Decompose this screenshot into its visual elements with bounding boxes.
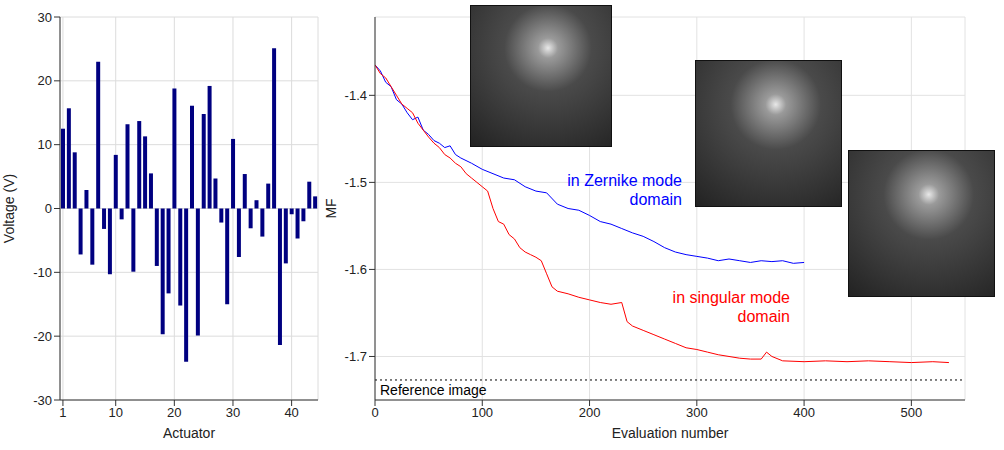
svg-text:100: 100 — [471, 405, 493, 420]
svg-text:0: 0 — [371, 405, 378, 420]
svg-text:Actuator: Actuator — [163, 425, 215, 441]
svg-text:1: 1 — [59, 405, 66, 420]
svg-text:-1.4: -1.4 — [345, 88, 367, 103]
svg-text:Voltage (V): Voltage (V) — [1, 174, 17, 243]
svg-text:40: 40 — [284, 405, 298, 420]
svg-text:-20: -20 — [33, 329, 52, 344]
svg-text:MF: MF — [323, 198, 339, 218]
html-text:domain: domain — [629, 191, 682, 208]
svg-text:200: 200 — [579, 405, 601, 420]
svg-text:10: 10 — [108, 405, 122, 420]
svg-text:30: 30 — [38, 10, 52, 25]
svg-text:20: 20 — [38, 73, 52, 88]
svg-text:-1.7: -1.7 — [345, 349, 367, 364]
svg-text:-1.6: -1.6 — [345, 262, 367, 277]
svg-text:Reference image: Reference image — [380, 382, 487, 398]
html-text:in Zernike mode: in Zernike mode — [567, 172, 682, 189]
svg-text:-30: -30 — [33, 393, 52, 408]
svg-text:-10: -10 — [33, 265, 52, 280]
svg-text:300: 300 — [686, 405, 708, 420]
svg-text:-1.5: -1.5 — [345, 175, 367, 190]
html-text:domain: domain — [737, 308, 790, 325]
svg-text:20: 20 — [167, 405, 181, 420]
html-text:in singular mode: in singular mode — [672, 289, 790, 306]
svg-text:Evaluation number: Evaluation number — [612, 425, 729, 441]
svg-text:30: 30 — [226, 405, 240, 420]
svg-text:10: 10 — [38, 137, 52, 152]
svg-text:0: 0 — [45, 201, 52, 216]
svg-text:500: 500 — [901, 405, 923, 420]
svg-text:400: 400 — [793, 405, 815, 420]
